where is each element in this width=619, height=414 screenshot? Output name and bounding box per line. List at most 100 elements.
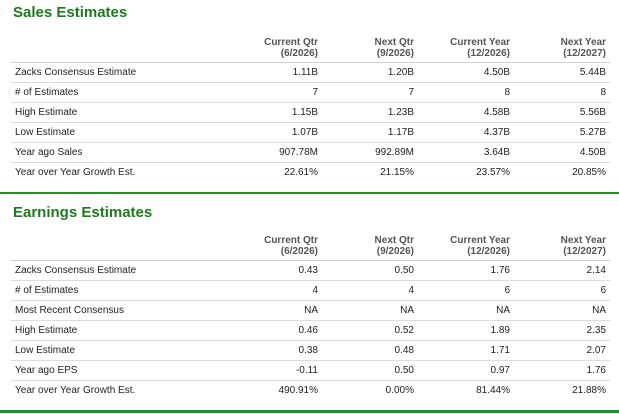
table-cell: 1.17B [322, 122, 418, 143]
column-header-title: Next Year [560, 235, 606, 246]
table-cell: 0.00% [322, 380, 418, 400]
table-cell: 6 [514, 280, 610, 301]
table-cell: 4.58B [418, 102, 514, 123]
table-row: High Estimate 0.46 0.52 1.89 2.35 [11, 320, 610, 341]
earnings-estimates-title: Earnings Estimates [13, 204, 153, 221]
table-cell: 8 [418, 82, 514, 103]
column-header-next-qtr: Next Qtr (9/2026) [322, 227, 418, 261]
row-label: Most Recent Consensus [11, 300, 226, 321]
column-header-period: (12/2027) [563, 48, 606, 59]
table-cell: 0.50 [322, 360, 418, 381]
table-cell: 1.76 [418, 260, 514, 281]
table-cell: -0.11 [226, 360, 322, 381]
table-cell: 21.15% [322, 162, 418, 182]
table-cell: 5.44B [514, 62, 610, 83]
column-header-title: Current Year [450, 37, 510, 48]
row-label: Low Estimate [11, 340, 226, 361]
table-cell: 4 [226, 280, 322, 301]
row-label: High Estimate [11, 102, 226, 123]
column-header-period: (6/2026) [280, 48, 318, 59]
table-cell: 81.44% [418, 380, 514, 400]
column-header-period: (12/2027) [563, 246, 606, 257]
table-cell: 8 [514, 82, 610, 103]
table-cell: 1.71 [418, 340, 514, 361]
table-cell: 0.97 [418, 360, 514, 381]
table-row: Zacks Consensus Estimate 1.11B 1.20B 4.50B 5… [11, 62, 610, 83]
row-label: Zacks Consensus Estimate [11, 260, 226, 281]
table-row: High Estimate 1.15B 1.23B 4.58B 5.56B [11, 102, 610, 123]
table-cell: 22.61% [226, 162, 322, 182]
table-row: # of Estimates 4 4 6 6 [11, 280, 610, 301]
column-header-next-year: Next Year (12/2027) [514, 227, 610, 261]
table-cell: 6 [418, 280, 514, 301]
table-cell: NA [322, 300, 418, 321]
column-header-title: Current Year [450, 235, 510, 246]
table-row: Zacks Consensus Estimate 0.43 0.50 1.76 2.14 [11, 260, 610, 281]
table-cell: 7 [226, 82, 322, 103]
earnings-estimates-table: Current Qtr (6/2026) Next Qtr (9/2026) Cur… [11, 227, 610, 400]
table-row: Year over Year Growth Est. 22.61% 21.15% 23… [11, 162, 610, 182]
table-cell: 23.57% [418, 162, 514, 182]
earnings-estimates-section: Earnings Estimates Current Qtr (6/2026) N… [0, 196, 619, 413]
table-cell: 1.20B [322, 62, 418, 83]
table-cell: 1.15B [226, 102, 322, 123]
row-label: Year ago EPS [11, 360, 226, 381]
table-cell: 1.23B [322, 102, 418, 123]
row-label: Year over Year Growth Est. [11, 162, 226, 182]
column-header-title: Next Qtr [374, 37, 414, 48]
table-cell: 21.88% [514, 380, 610, 400]
column-header-period: (12/2026) [467, 246, 510, 257]
column-header-current-year: Current Year (12/2026) [418, 29, 514, 63]
column-header-next-qtr: Next Qtr (9/2026) [322, 29, 418, 63]
table-row: Year over Year Growth Est. 490.91% 0.00% 81… [11, 380, 610, 400]
table-cell: 4.50B [418, 62, 514, 83]
table-row: # of Estimates 7 7 8 8 [11, 82, 610, 103]
table-cell: NA [226, 300, 322, 321]
table-cell: 992.89M [322, 142, 418, 163]
table-cell: 0.48 [322, 340, 418, 361]
sales-estimates-title: Sales Estimates [13, 4, 128, 21]
table-cell: 5.27B [514, 122, 610, 143]
table-cell: 0.43 [226, 260, 322, 281]
label-column-header [11, 29, 226, 63]
table-row: Low Estimate 0.38 0.48 1.71 2.07 [11, 340, 610, 361]
row-label: Year over Year Growth Est. [11, 380, 226, 400]
column-header-current-qtr: Current Qtr (6/2026) [226, 227, 322, 261]
column-header-current-qtr: Current Qtr (6/2026) [226, 29, 322, 63]
table-cell: 4.37B [418, 122, 514, 143]
column-header-title: Next Year [560, 37, 606, 48]
table-cell: 1.76 [514, 360, 610, 381]
table-cell: 5.56B [514, 102, 610, 123]
table-header-row: Current Qtr (6/2026) Next Qtr (9/2026) Cur… [11, 227, 610, 261]
row-label: Year ago Sales [11, 142, 226, 163]
table-cell: 7 [322, 82, 418, 103]
table-cell: 0.50 [322, 260, 418, 281]
table-cell: 0.52 [322, 320, 418, 341]
row-label: # of Estimates [11, 82, 226, 103]
column-header-next-year: Next Year (12/2027) [514, 29, 610, 63]
table-cell: 2.35 [514, 320, 610, 341]
table-cell: 20.85% [514, 162, 610, 182]
row-label: # of Estimates [11, 280, 226, 301]
table-cell: 1.89 [418, 320, 514, 341]
table-cell: 907.78M [226, 142, 322, 163]
column-header-period: (6/2026) [280, 246, 318, 257]
table-cell: 3.64B [418, 142, 514, 163]
table-cell: 2.07 [514, 340, 610, 361]
column-header-period: (9/2026) [376, 48, 414, 59]
table-row: Low Estimate 1.07B 1.17B 4.37B 5.27B [11, 122, 610, 143]
table-row: Most Recent Consensus NA NA NA NA [11, 300, 610, 321]
table-row: Year ago EPS -0.11 0.50 0.97 1.76 [11, 360, 610, 381]
table-cell: 2.14 [514, 260, 610, 281]
table-header-row: Current Qtr (6/2026) Next Qtr (9/2026) Cur… [11, 29, 610, 63]
sales-estimates-section: Sales Estimates Current Qtr (6/2026) Next… [0, 0, 619, 194]
table-cell: NA [418, 300, 514, 321]
table-cell: NA [514, 300, 610, 321]
table-row: Year ago Sales 907.78M 992.89M 3.64B 4.50B [11, 142, 610, 163]
row-label: Low Estimate [11, 122, 226, 143]
table-cell: 0.46 [226, 320, 322, 341]
table-cell: 490.91% [226, 380, 322, 400]
column-header-title: Next Qtr [374, 235, 414, 246]
column-header-title: Current Qtr [264, 235, 318, 246]
row-label: Zacks Consensus Estimate [11, 62, 226, 83]
